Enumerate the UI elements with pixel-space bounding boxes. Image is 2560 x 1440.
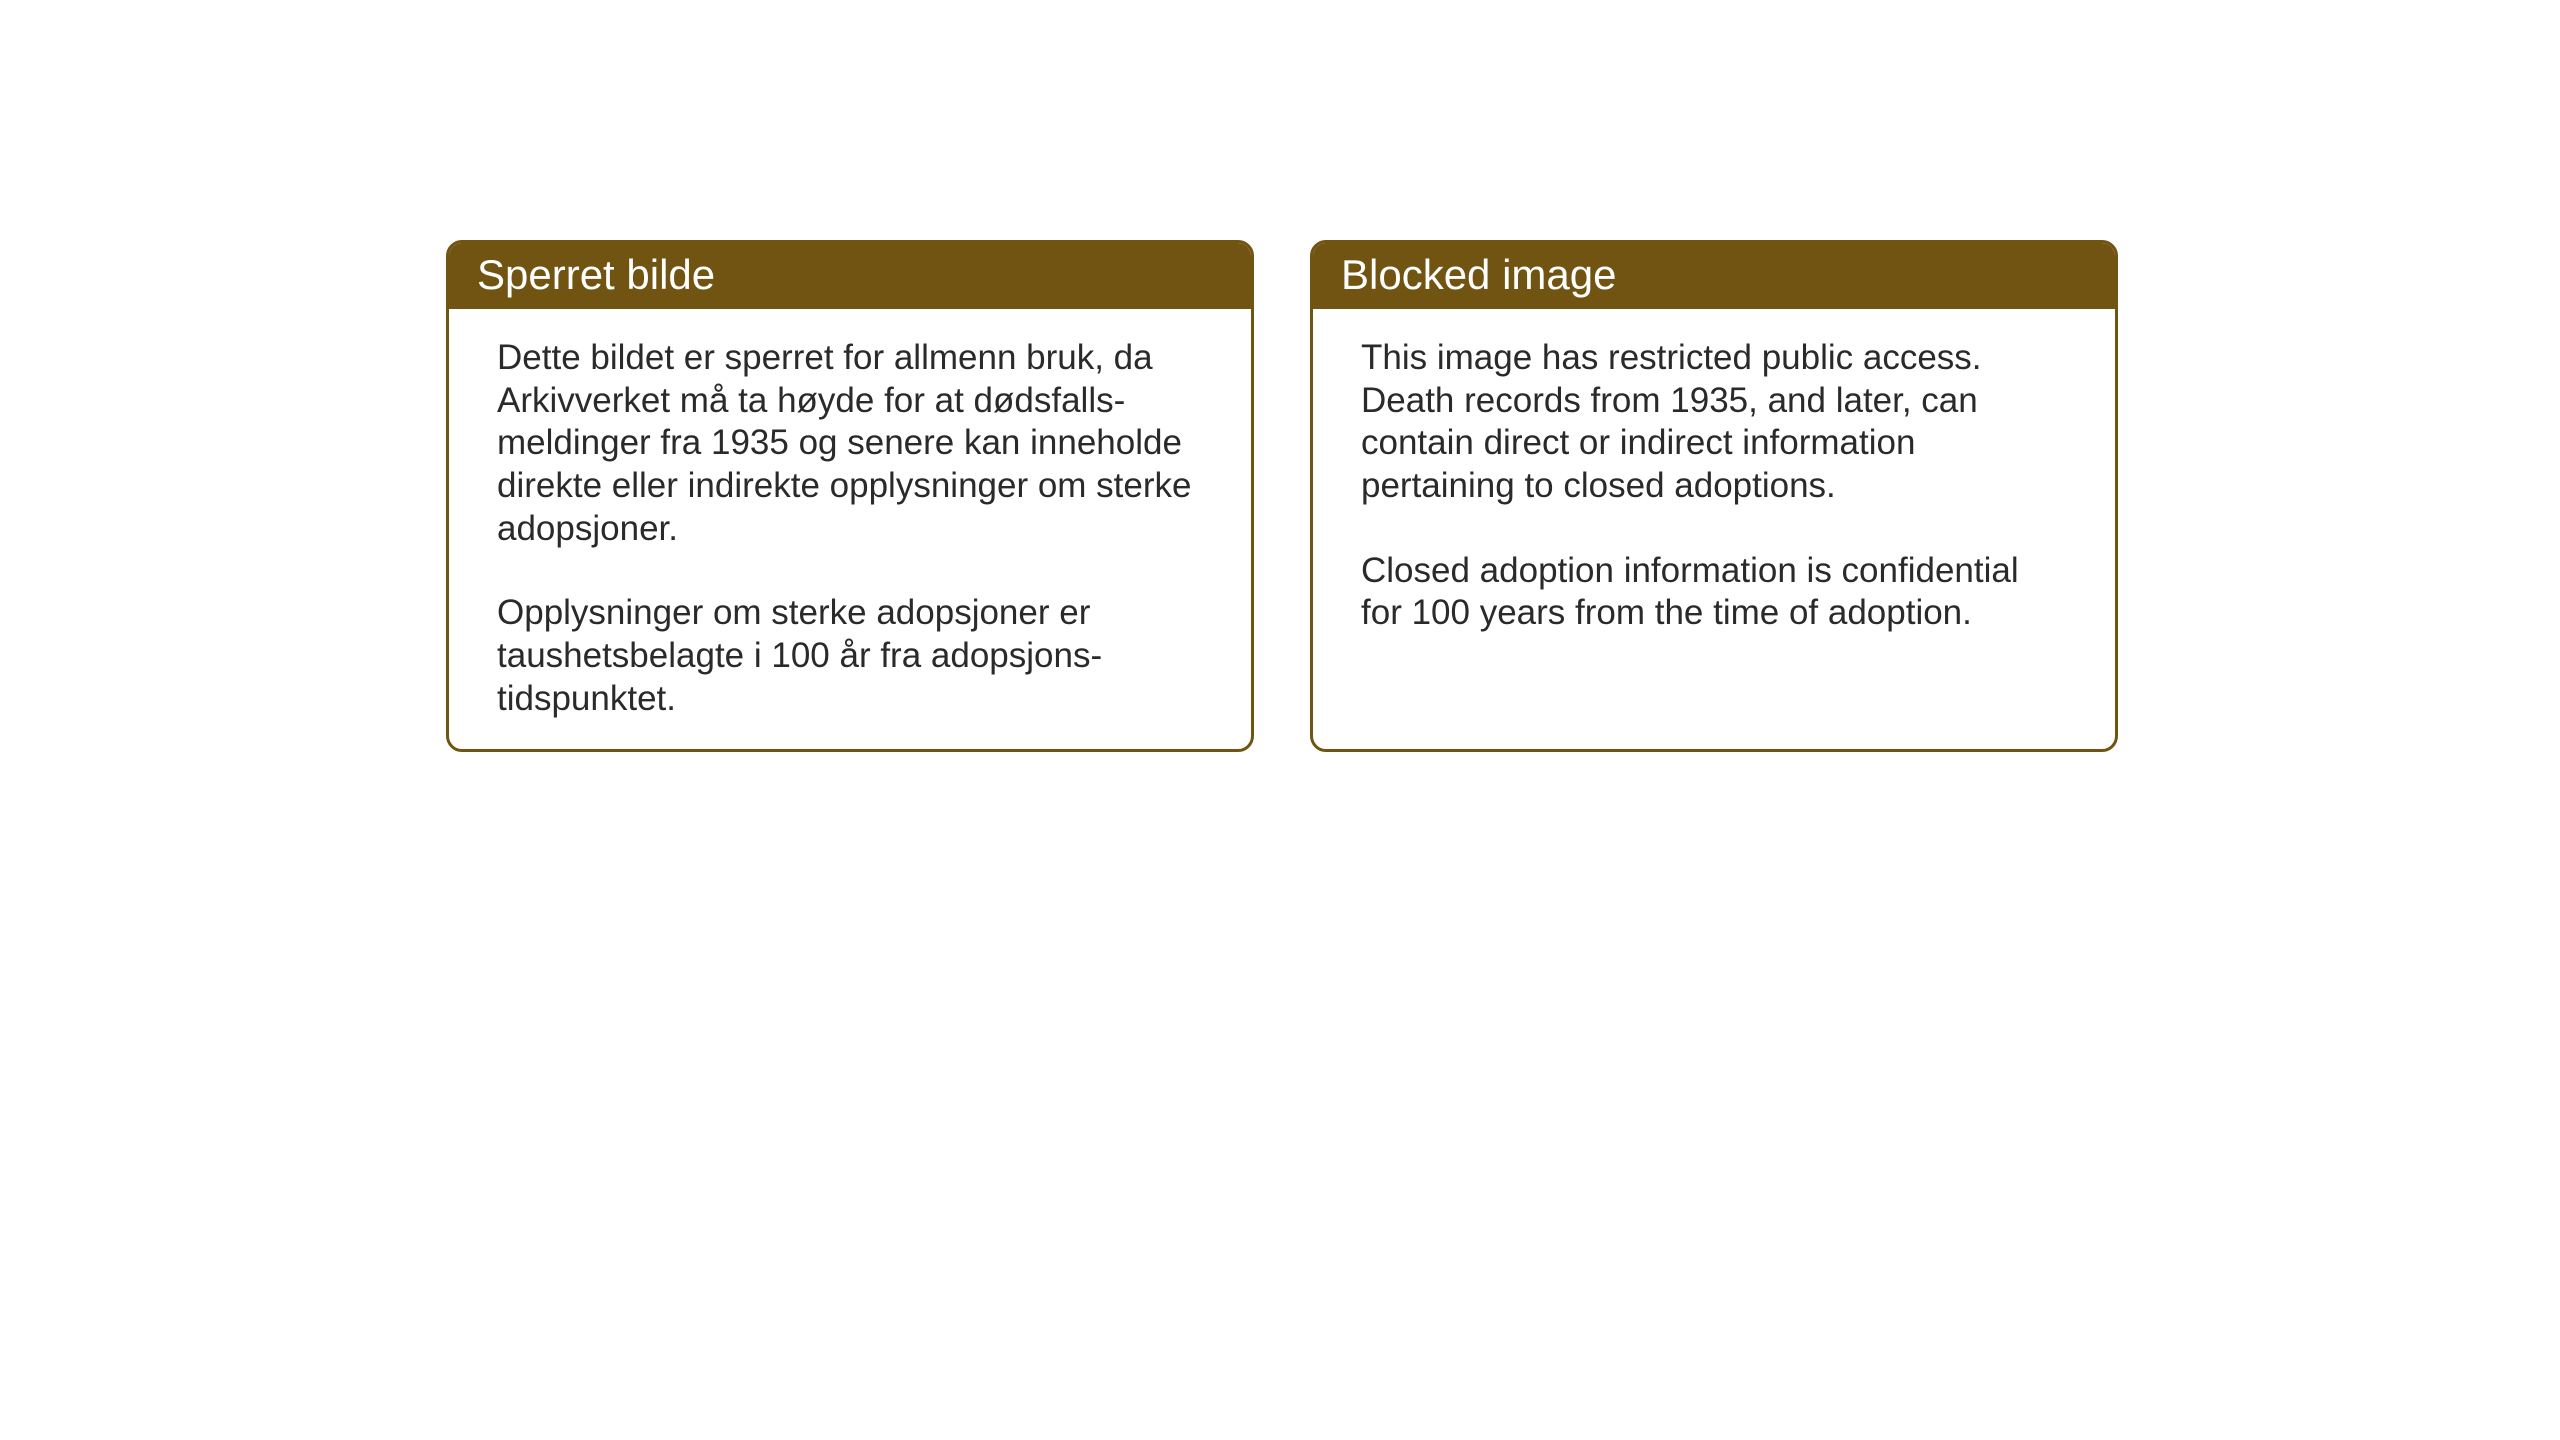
card-header-english: Blocked image [1313, 243, 2115, 309]
card-paragraph2-norwegian: Opplysninger om sterke adopsjoner er tau… [497, 592, 1203, 720]
card-norwegian: Sperret bilde Dette bildet er sperret fo… [446, 240, 1254, 752]
card-paragraph1-english: This image has restricted public access.… [1361, 337, 2067, 508]
card-paragraph2-english: Closed adoption information is confident… [1361, 550, 2067, 635]
card-title-norwegian: Sperret bilde [477, 251, 715, 298]
card-paragraph1-norwegian: Dette bildet er sperret for allmenn bruk… [497, 337, 1203, 550]
card-body-english: This image has restricted public access.… [1313, 309, 2115, 675]
card-title-english: Blocked image [1341, 251, 1616, 298]
cards-container: Sperret bilde Dette bildet er sperret fo… [446, 240, 2560, 752]
card-header-norwegian: Sperret bilde [449, 243, 1251, 309]
card-body-norwegian: Dette bildet er sperret for allmenn bruk… [449, 309, 1251, 752]
card-english: Blocked image This image has restricted … [1310, 240, 2118, 752]
